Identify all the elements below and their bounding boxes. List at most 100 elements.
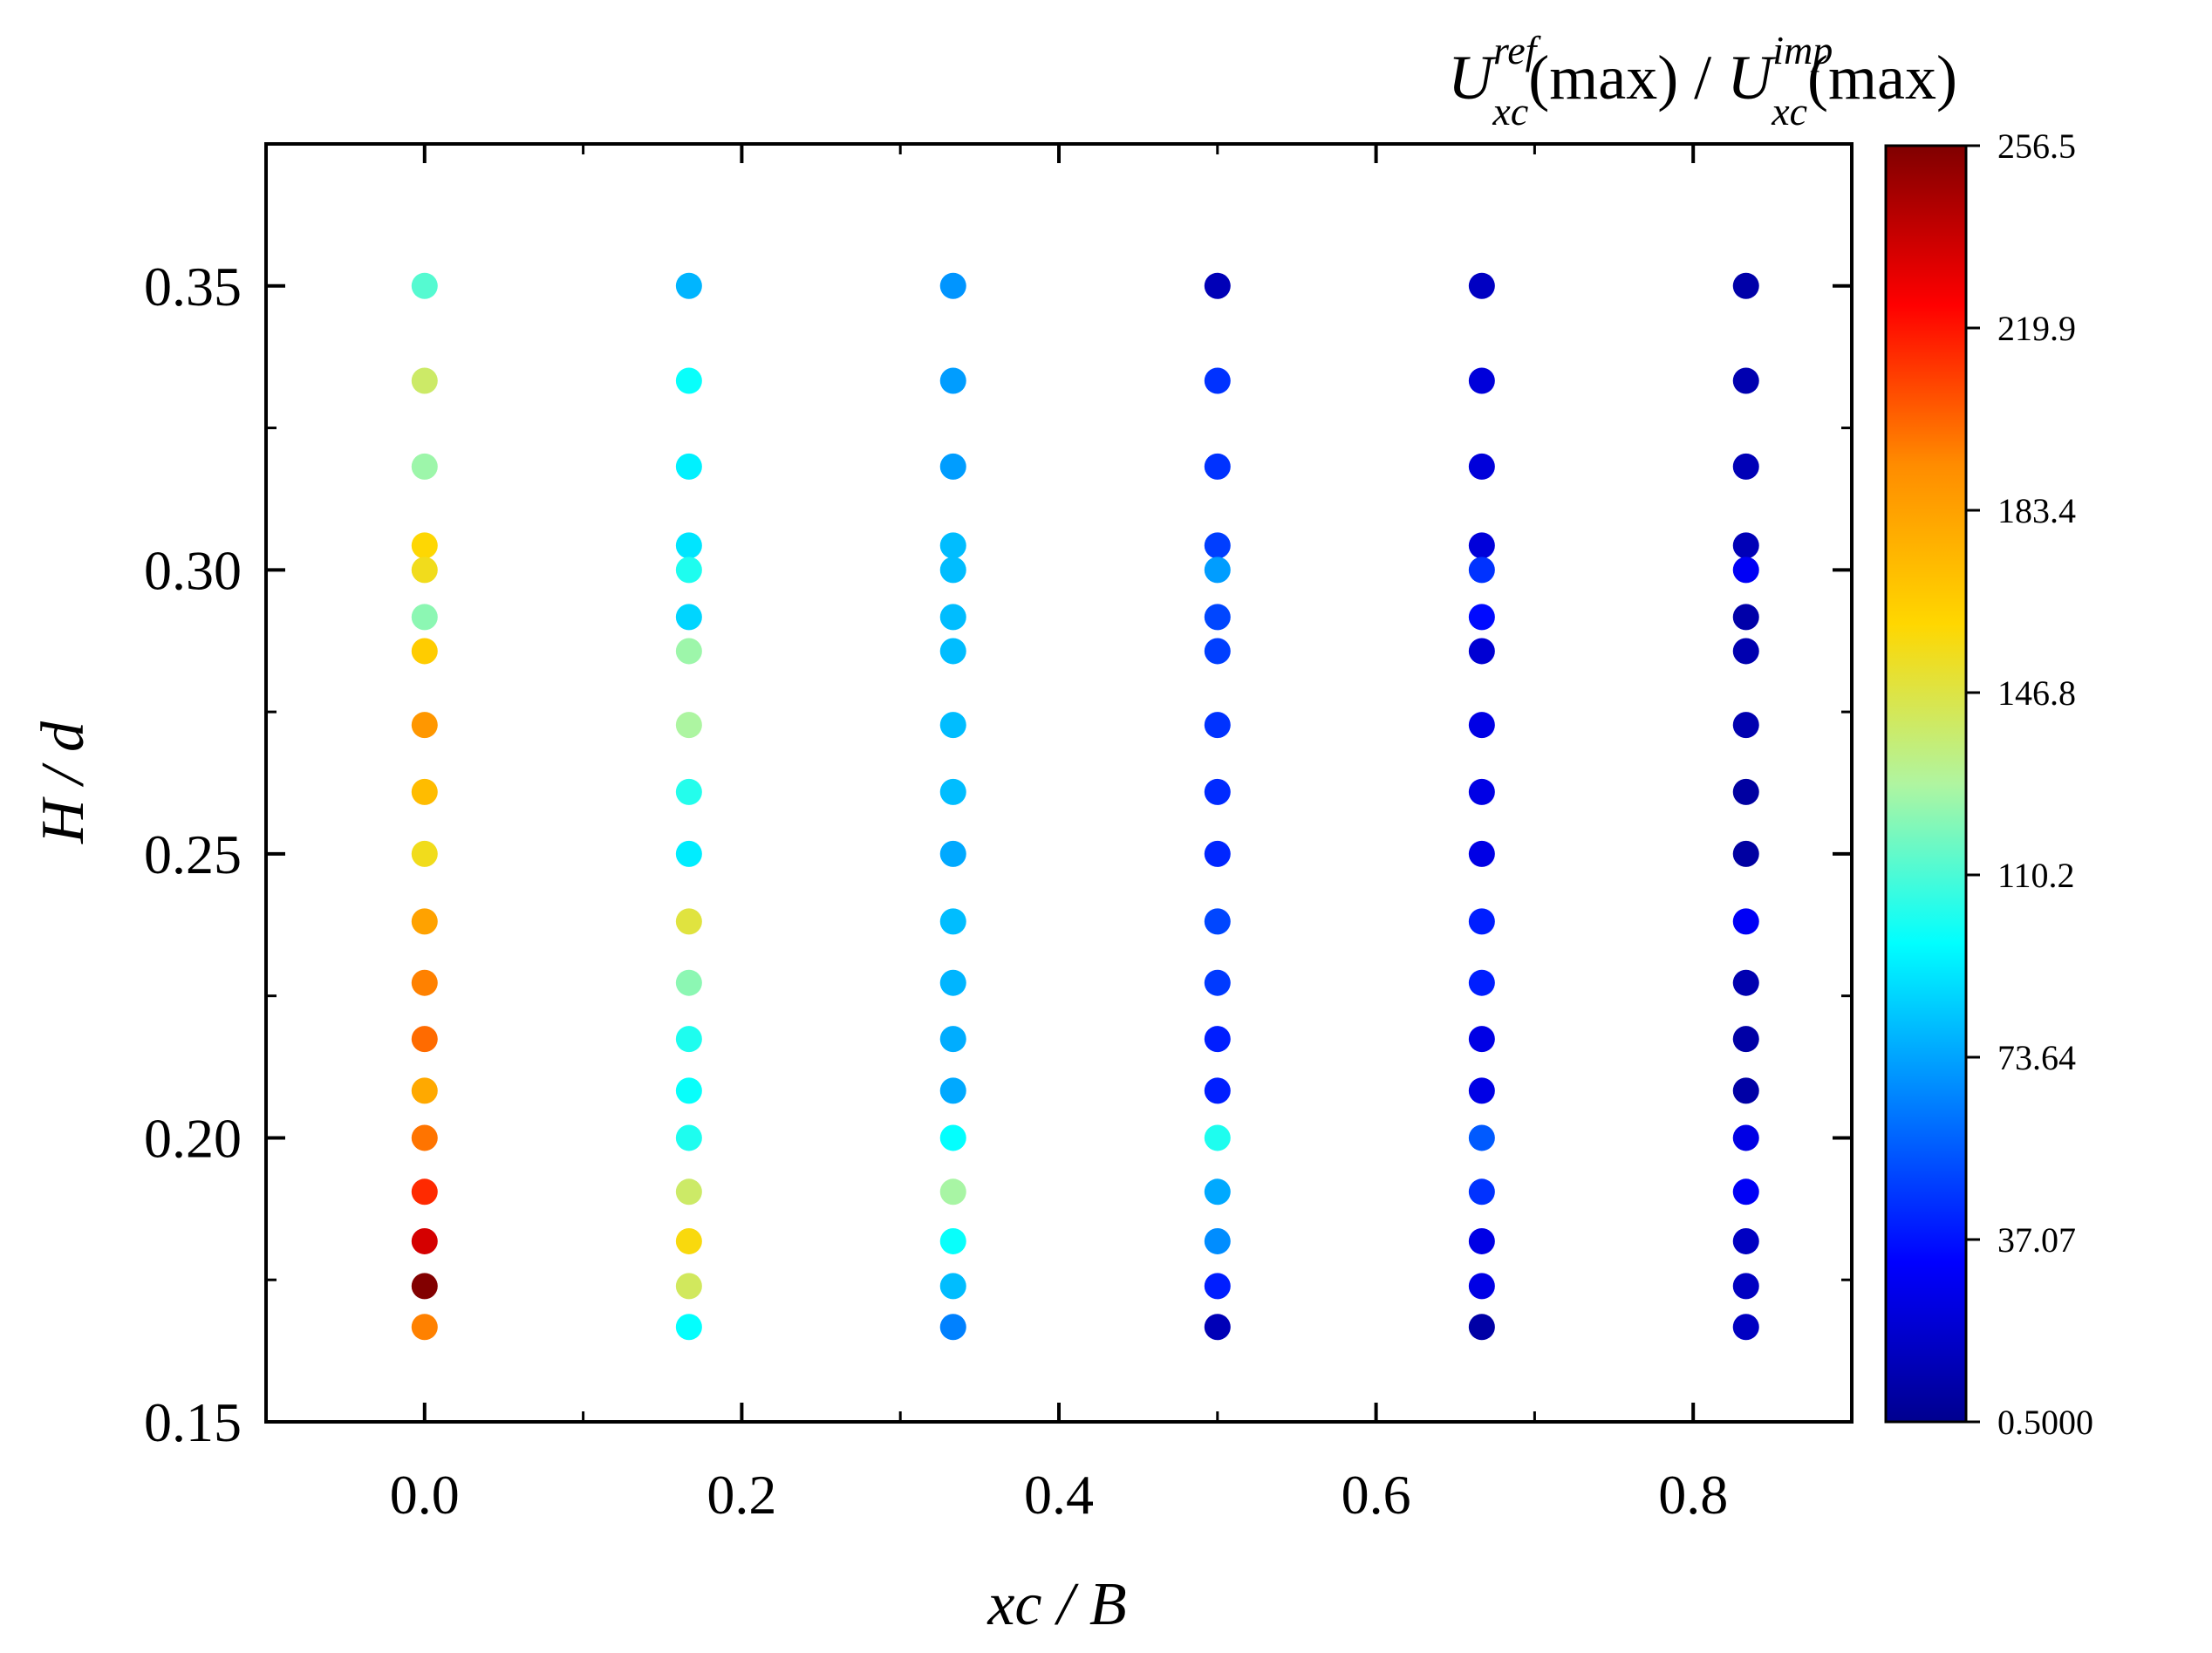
data-point [411, 778, 438, 805]
data-point [1468, 367, 1495, 394]
data-point [939, 453, 966, 480]
colorbar [1884, 144, 1968, 1424]
data-point [411, 1178, 438, 1206]
data-point [411, 1227, 438, 1254]
colorbar-ticks: 256.5 219.9 183.4 146.8 110.2 73.64 37.07 0.500… [1966, 126, 2093, 1442]
data-point [411, 453, 438, 480]
data-point [1204, 557, 1231, 584]
data-point [1204, 1314, 1231, 1341]
data-point [675, 604, 702, 631]
colorbar-title-rest1: (max) [1528, 43, 1678, 113]
colorbar-tick-label: 37.07 [1997, 1220, 2076, 1260]
data-point [1732, 712, 1759, 739]
data-point [1732, 778, 1759, 805]
x-tick-label: 0.4 [1024, 1464, 1094, 1526]
data-point [939, 778, 966, 805]
data-point [1204, 1227, 1231, 1254]
data-point [1732, 604, 1759, 631]
data-point [1204, 840, 1231, 867]
data-point [411, 367, 438, 394]
data-point [675, 1026, 702, 1053]
data-point [675, 712, 702, 739]
data-point [675, 532, 702, 559]
data-point [1732, 969, 1759, 996]
data-point [939, 272, 966, 299]
data-point [411, 1124, 438, 1151]
data-point [1204, 1026, 1231, 1053]
data-point [1732, 532, 1759, 559]
data-point [411, 604, 438, 631]
data-point [939, 604, 966, 631]
colorbar-tick-label: 146.8 [1997, 673, 2076, 713]
data-point [1204, 1178, 1231, 1206]
data-point [1468, 712, 1495, 739]
data-point [411, 272, 438, 299]
data-point [675, 1314, 702, 1341]
data-point [1732, 1026, 1759, 1053]
axis-ticks: 0.0 0.2 0.4 0.6 0.8 0.15 0.20 0.25 0.30 0.35 [144, 144, 1852, 1526]
data-point [1468, 778, 1495, 805]
colorbar-title-sup2: imp [1772, 28, 1833, 72]
data-point [675, 272, 702, 299]
data-point [939, 1026, 966, 1053]
y-tick-label: 0.35 [144, 256, 242, 318]
data-point [1204, 969, 1231, 996]
colorbar-tick-label: 0.5000 [1997, 1403, 2093, 1442]
data-point [675, 367, 702, 394]
data-point [939, 712, 966, 739]
data-point [1204, 1273, 1231, 1300]
data-point [1468, 272, 1495, 299]
x-tick-label: 0.6 [1342, 1464, 1411, 1526]
data-point [939, 969, 966, 996]
data-point [1468, 908, 1495, 935]
data-point [1204, 453, 1231, 480]
data-point [1732, 1077, 1759, 1104]
data-point [1468, 1077, 1495, 1104]
data-point [939, 840, 966, 867]
data-point [1468, 604, 1495, 631]
x-tick-label: 0.0 [390, 1464, 460, 1526]
data-point [939, 532, 966, 559]
data-point [675, 1273, 702, 1300]
colorbar-tick-label: 219.9 [1997, 309, 2076, 348]
data-point [1204, 712, 1231, 739]
data-point [1732, 638, 1759, 665]
data-point [939, 1077, 966, 1104]
data-point [939, 557, 966, 584]
data-point [1468, 638, 1495, 665]
data-point [1204, 272, 1231, 299]
data-point [675, 908, 702, 935]
colorbar-title-sub1: xc [1492, 89, 1528, 133]
y-axis-title: H / d [30, 721, 97, 844]
data-point [411, 557, 438, 584]
data-point [675, 1227, 702, 1254]
colorbar-title-sub2: xc [1771, 89, 1807, 133]
data-point [939, 367, 966, 394]
data-point [675, 557, 702, 584]
data-point [675, 969, 702, 996]
data-point [1732, 1227, 1759, 1254]
x-axis-title: xc / B [987, 1571, 1126, 1638]
y-tick-label: 0.15 [144, 1391, 242, 1453]
colorbar-tick-label: 183.4 [1997, 491, 2076, 530]
colorbar-title-rest2: (max) [1807, 43, 1957, 113]
data-point [675, 638, 702, 665]
plot-frame [264, 142, 1854, 1424]
data-point [1468, 1026, 1495, 1053]
y-tick-label: 0.20 [144, 1107, 242, 1169]
data-point [675, 453, 702, 480]
data-point [675, 1178, 702, 1206]
data-point [1732, 908, 1759, 935]
colorbar-title-sep: / [1678, 43, 1727, 113]
data-point [675, 840, 702, 867]
data-point [1732, 1314, 1759, 1341]
x-tick-label: 0.2 [707, 1464, 776, 1526]
data-point [1204, 532, 1231, 559]
data-point [411, 1026, 438, 1053]
colorbar-tick-label: 73.64 [1997, 1038, 2076, 1077]
y-tick-label: 0.25 [144, 823, 242, 885]
data-point [1732, 272, 1759, 299]
colorbar-title: Uref xc(max) / Uimp xc(max) [1448, 28, 1957, 133]
data-point [411, 1273, 438, 1300]
data-point [939, 1314, 966, 1341]
